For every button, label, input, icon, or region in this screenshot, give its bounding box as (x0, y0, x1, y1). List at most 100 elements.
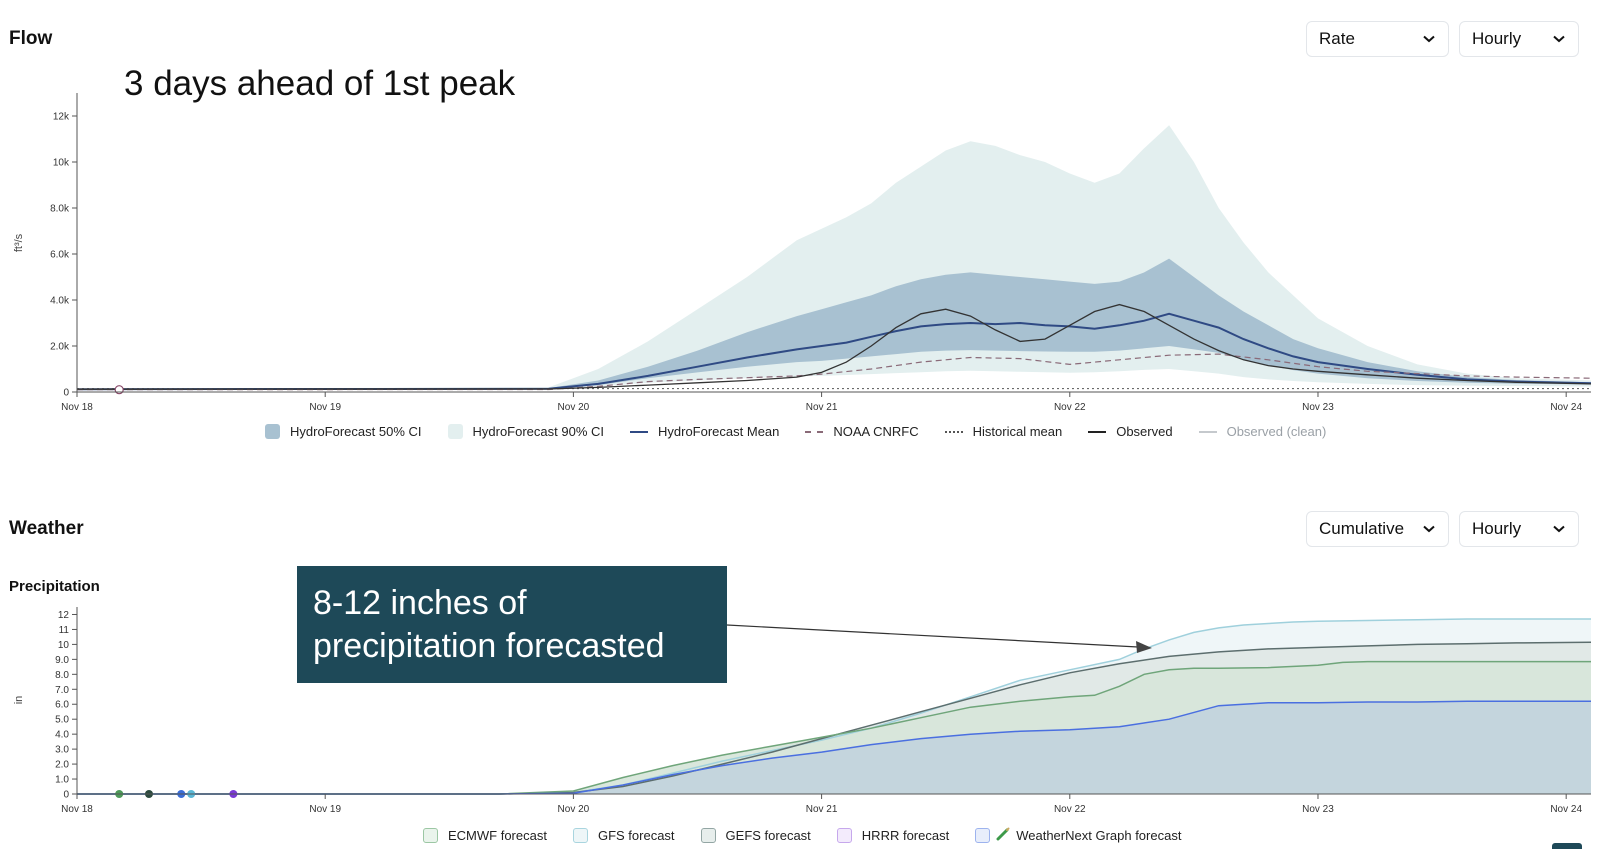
chevron-down-icon (1552, 522, 1566, 536)
x-tick-label: Nov 23 (1302, 402, 1334, 413)
legend-label: Historical mean (972, 424, 1063, 439)
legend-label: ECMWF forecast (448, 828, 547, 843)
series-line (76, 303, 1592, 390)
legend-item-weathernext[interactable]: WeatherNext Graph forecast (975, 827, 1181, 844)
series-marker (229, 790, 238, 798)
legend-swatch-box (572, 828, 588, 843)
y-tick-label: 9.0 (55, 655, 69, 666)
y-tick-label: 3.0 (55, 745, 69, 756)
annotation-arrow-line (726, 624, 1139, 648)
y-axis-label: in (13, 696, 25, 705)
legend-label: GEFS forecast (725, 828, 811, 843)
legend-item-hrrr[interactable]: HRRR forecast (836, 828, 950, 843)
flow-interval-dropdown[interactable]: Hourly (1459, 21, 1579, 57)
legend-swatch-box (447, 424, 463, 439)
x-tick-label: Nov 21 (806, 804, 838, 815)
y-tick-label: 4.0 (55, 730, 69, 741)
annotation-arrow-head (1136, 641, 1152, 653)
legend-swatch-line (630, 430, 648, 433)
legend-item-noaa[interactable]: NOAA CNRFC (805, 424, 919, 439)
legend-label: Observed (1116, 424, 1173, 439)
y-tick-label: 0 (63, 388, 69, 399)
flow-annotation: 3 days ahead of 1st peak (124, 64, 516, 103)
chevron-down-icon (1422, 522, 1436, 536)
legend-item-hf-mean[interactable]: HydroForecast Mean (630, 424, 779, 439)
legend-label: WeatherNext Graph forecast (1016, 828, 1182, 843)
chevron-down-icon (1552, 32, 1566, 46)
series-marker (177, 790, 186, 798)
precipitation-subtitle: Precipitation (9, 578, 100, 595)
legend-item-observed[interactable]: Observed (1088, 424, 1173, 439)
flow-rate-dropdown[interactable]: Rate (1306, 21, 1449, 57)
y-tick-label: 2.0k (50, 342, 70, 353)
legend-swatch-box (265, 424, 280, 439)
flow-interval-dropdown-label: Hourly (1472, 29, 1522, 48)
weather-mode-dropdown-label: Cumulative (1319, 519, 1405, 538)
legend-label: HRRR forecast (861, 828, 950, 843)
y-tick-label: 4.0k (50, 296, 70, 307)
x-tick-label: Nov 22 (1054, 402, 1086, 413)
legend-swatch-line (1198, 430, 1217, 433)
y-tick-label: 12k (53, 112, 70, 123)
flow-legend: HydroForecast 50% CI HydroForecast 90% C… (265, 424, 1352, 439)
y-tick-label: 10 (58, 640, 70, 651)
x-tick-label: Nov 24 (1550, 402, 1582, 413)
x-tick-label: Nov 21 (806, 402, 838, 413)
x-tick-label: Nov 22 (1054, 804, 1086, 815)
series-area (77, 701, 1591, 794)
series-line (76, 312, 1592, 391)
legend-swatch-line (805, 430, 824, 433)
legend-item-ecmwf[interactable]: ECMWF forecast (423, 828, 547, 843)
legend-label: NOAA CNRFC (833, 424, 919, 439)
legend-item-gfs[interactable]: GFS forecast (572, 828, 675, 843)
weather-section-title: Weather (9, 518, 84, 539)
y-tick-label: 0 (63, 790, 69, 801)
x-tick-label: Nov 19 (309, 402, 341, 413)
precip-legend: ECMWF forecast GFS forecast GEFS forecas… (423, 827, 1207, 844)
paintbrush-icon (996, 827, 1010, 844)
legend-label: HydroForecast Mean (658, 424, 780, 439)
series-marker (144, 790, 153, 798)
legend-swatch-box (423, 828, 438, 843)
legend-item-hf-50ci[interactable]: HydroForecast 50% CI (265, 424, 422, 439)
x-tick-label: Nov 20 (558, 804, 590, 815)
legend-item-gefs[interactable]: GEFS forecast (700, 828, 811, 843)
precip-annotation-callout: 8-12 inches of precipitation forecasted (297, 566, 727, 683)
legend-swatch-line (1088, 430, 1107, 433)
legend-swatch-box (975, 828, 991, 843)
y-tick-label: 2.0 (55, 760, 69, 771)
x-tick-label: Nov 18 (61, 804, 93, 815)
y-tick-label: 5.0 (55, 715, 69, 726)
legend-label: HydroForecast 90% CI (472, 424, 605, 439)
legend-swatch-box (836, 828, 852, 843)
ci-band (77, 258, 1591, 390)
chevron-down-icon (1422, 32, 1436, 46)
weather-interval-dropdown[interactable]: Hourly (1459, 511, 1579, 547)
legend-item-hf-90ci[interactable]: HydroForecast 90% CI (447, 424, 605, 439)
legend-label: Observed (clean) (1226, 424, 1327, 439)
legend-item-observed-clean[interactable]: Observed (clean) (1198, 424, 1327, 439)
x-tick-label: Nov 23 (1302, 804, 1334, 815)
legend-swatch-line (944, 430, 963, 433)
x-tick-label: Nov 24 (1550, 804, 1582, 815)
y-tick-label: 7.0 (55, 685, 69, 696)
flow-chart: 0 2.0k 4.0k 6.0k 8.0k 10k 12k Nov 18 Nov 19 Nov 2… (13, 93, 1592, 413)
series-line (76, 353, 1592, 391)
y-tick-label: 11 (59, 625, 70, 636)
series-line (77, 700, 1591, 795)
y-tick-label: 10k (53, 158, 70, 169)
legend-swatch-box (700, 828, 716, 843)
legend-item-historical[interactable]: Historical mean (944, 424, 1063, 439)
series-marker (115, 790, 124, 798)
y-tick-label: 6.0 (55, 700, 69, 711)
y-tick-label: 1.0 (55, 775, 69, 786)
flow-section-title: Flow (9, 28, 53, 49)
legend-label: HydroForecast 50% CI (290, 424, 422, 439)
legend-label: GFS forecast (597, 828, 675, 843)
weather-mode-dropdown[interactable]: Cumulative (1306, 511, 1449, 547)
y-tick-label: 12 (58, 610, 70, 621)
corner-badge (1552, 843, 1582, 849)
weather-interval-dropdown-label: Hourly (1472, 519, 1522, 538)
series-marker (187, 790, 196, 798)
y-tick-label: 8.0 (55, 670, 69, 681)
